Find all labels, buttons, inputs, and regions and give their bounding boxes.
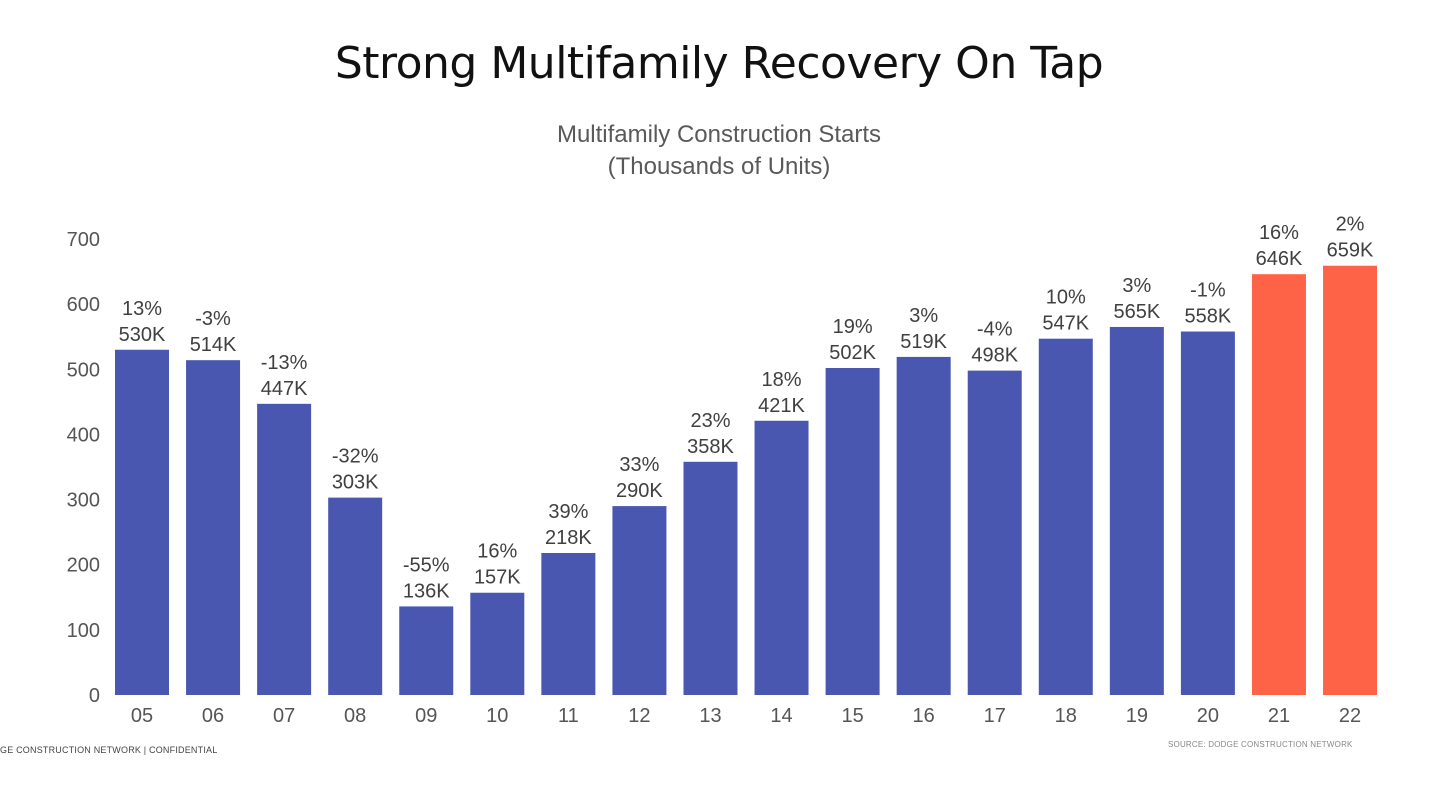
x-tick-label: 17 — [984, 705, 1006, 727]
value-label: 303K — [332, 472, 379, 494]
pct-change-label: 33% — [619, 454, 659, 476]
bar-17 — [967, 370, 1022, 695]
pct-change-label: 3% — [909, 305, 938, 327]
value-label: 136K — [403, 580, 450, 602]
pct-change-label: 18% — [762, 369, 802, 391]
value-label: 530K — [119, 324, 166, 346]
value-label: 447K — [261, 378, 308, 400]
value-label: 565K — [1113, 301, 1160, 323]
bar-22 — [1323, 265, 1378, 695]
bar-07 — [257, 403, 312, 695]
value-label: 290K — [616, 480, 663, 502]
x-tick-label: 06 — [202, 705, 224, 727]
x-tick-label: 11 — [558, 705, 579, 727]
value-label: 421K — [758, 395, 805, 417]
footer-source: SOURCE: DODGE CONSTRUCTION NETWORK — [1168, 740, 1353, 749]
bar-18 — [1038, 338, 1093, 695]
bar-19 — [1109, 326, 1164, 695]
pct-change-label: 23% — [690, 410, 730, 432]
pct-change-label: -32% — [332, 446, 379, 468]
value-label: 498K — [971, 345, 1018, 367]
value-label: 218K — [545, 527, 592, 549]
value-label: 558K — [1185, 306, 1232, 328]
bar-11 — [541, 552, 596, 695]
value-label: 358K — [687, 436, 734, 458]
x-tick-label: 12 — [628, 705, 650, 727]
value-label: 547K — [1042, 313, 1089, 335]
y-tick-label: 0 — [89, 685, 100, 707]
chart-subtitle: (Thousands of Units) — [607, 153, 831, 180]
pct-change-label: -4% — [977, 319, 1013, 341]
y-tick-label: 400 — [67, 424, 100, 446]
bar-20 — [1180, 331, 1235, 695]
bar-05 — [115, 349, 169, 695]
pct-change-label: -3% — [195, 308, 231, 330]
pct-change-label: 3% — [1122, 275, 1151, 297]
slide-title: Strong Multifamily Recovery On Tap — [334, 38, 1104, 89]
pct-change-label: 16% — [1259, 222, 1299, 244]
pct-change-label: 16% — [477, 541, 517, 563]
pct-change-label: -1% — [1190, 280, 1226, 302]
pct-change-label: 19% — [833, 316, 873, 338]
bar-09 — [399, 606, 454, 695]
bar-10 — [470, 592, 525, 695]
x-tick-label: 21 — [1268, 705, 1290, 727]
value-label: 659K — [1327, 240, 1374, 262]
x-tick-label: 13 — [699, 705, 721, 727]
x-tick-label: 09 — [415, 705, 437, 727]
x-tick-label: 07 — [273, 705, 295, 727]
x-tick-label: 10 — [486, 705, 508, 727]
x-tick-label: 19 — [1126, 705, 1148, 727]
pct-change-label: -55% — [403, 554, 450, 576]
x-tick-label: 14 — [770, 705, 792, 727]
value-label: 646K — [1256, 248, 1303, 270]
y-tick-label: 200 — [67, 555, 100, 577]
pct-change-label: 13% — [122, 298, 162, 320]
x-tick-label: 18 — [1055, 705, 1077, 727]
chart-title: Multifamily Construction Starts — [556, 121, 882, 148]
pct-change-label: 39% — [548, 501, 588, 523]
y-tick-label: 100 — [67, 620, 100, 642]
bar-15 — [825, 367, 880, 695]
value-label: 502K — [829, 342, 876, 364]
footer-confidential: GE CONSTRUCTION NETWORK | CONFIDENTIAL — [0, 745, 218, 755]
bar-21 — [1251, 274, 1306, 695]
value-label: 514K — [190, 334, 237, 356]
bar-06 — [186, 360, 241, 695]
pct-change-label: -13% — [261, 352, 308, 374]
bar-13 — [683, 461, 738, 695]
y-tick-label: 500 — [67, 359, 100, 381]
bar-16 — [896, 356, 951, 695]
y-tick-label: 700 — [67, 229, 100, 251]
x-tick-label: 16 — [913, 705, 935, 727]
bar-12 — [612, 506, 667, 695]
x-tick-label: 08 — [344, 705, 366, 727]
value-label: 157K — [474, 567, 521, 589]
pct-change-label: 10% — [1046, 287, 1086, 309]
pct-change-label: 2% — [1336, 214, 1365, 236]
x-tick-label: 20 — [1197, 705, 1219, 727]
x-tick-label: 22 — [1339, 705, 1361, 727]
value-label: 519K — [900, 331, 947, 353]
x-tick-label: 05 — [131, 705, 153, 727]
bar-08 — [328, 497, 383, 695]
y-tick-label: 600 — [67, 294, 100, 316]
bar-14 — [754, 420, 809, 695]
x-tick-label: 15 — [841, 705, 863, 727]
y-tick-label: 300 — [67, 490, 100, 512]
